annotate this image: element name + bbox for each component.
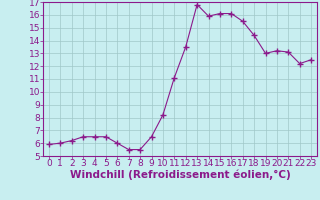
X-axis label: Windchill (Refroidissement éolien,°C): Windchill (Refroidissement éolien,°C): [70, 169, 290, 180]
